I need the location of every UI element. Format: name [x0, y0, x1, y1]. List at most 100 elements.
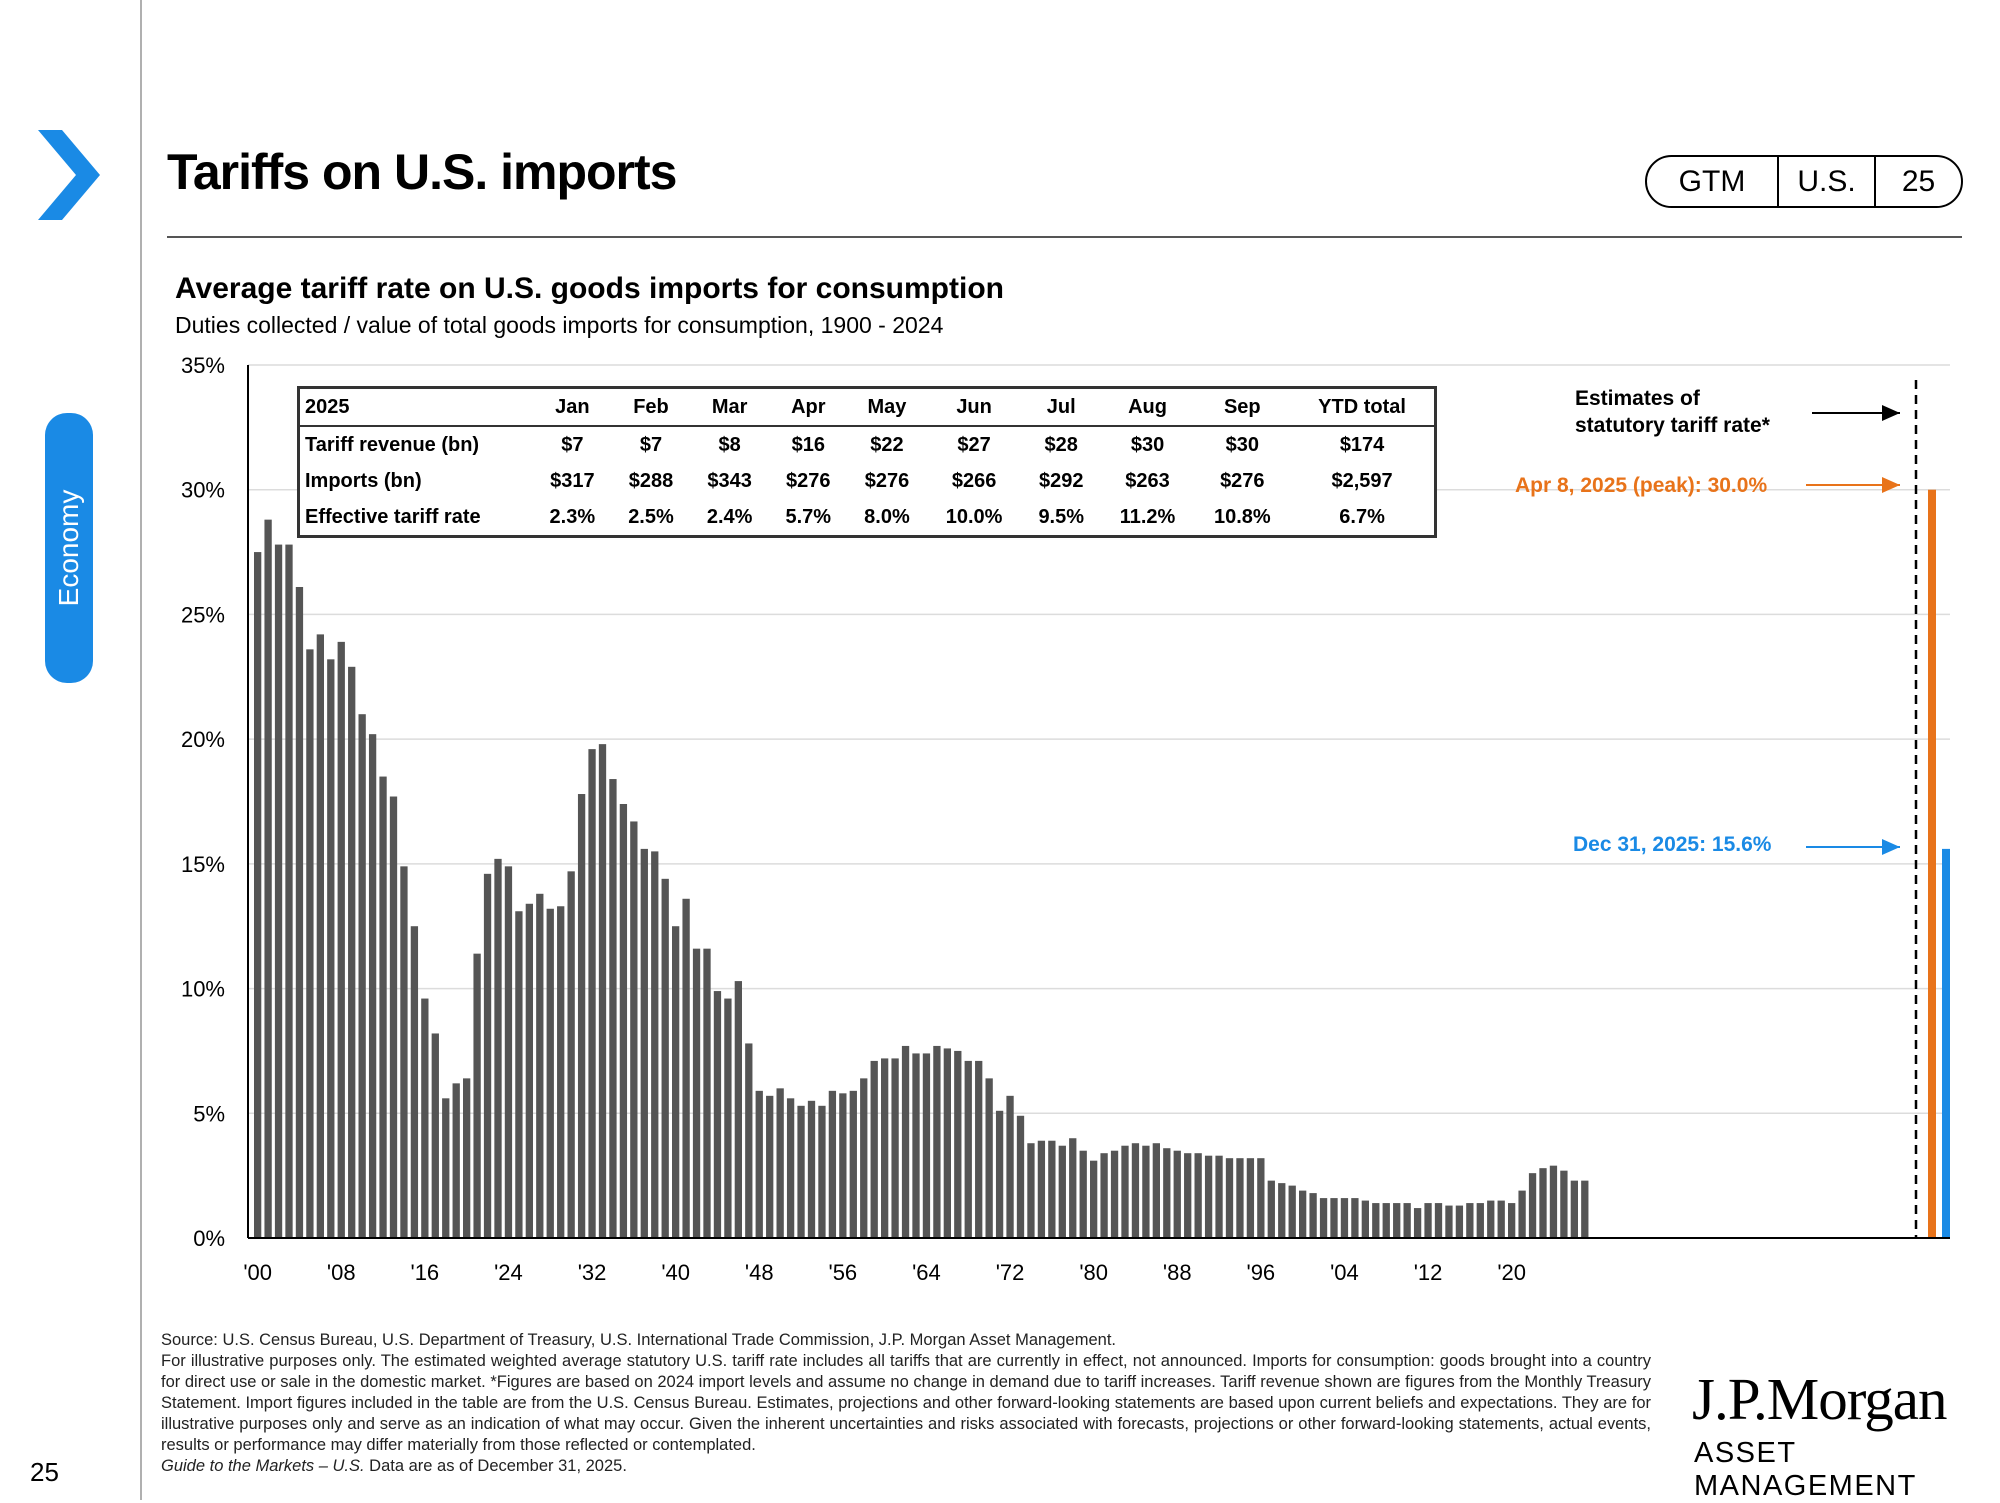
bar	[1497, 1200, 1505, 1238]
bar	[1299, 1190, 1307, 1238]
x-tick-label: '16	[411, 1260, 440, 1285]
estimates-label: Estimates of statutory tariff rate*	[1575, 385, 1770, 439]
bar	[536, 893, 544, 1238]
pill-gtm[interactable]: GTM	[1647, 157, 1779, 206]
bar	[1528, 1173, 1537, 1238]
bar	[473, 953, 481, 1238]
estimates-label-line1: Estimates of	[1575, 387, 1700, 410]
bar	[1445, 1205, 1453, 1238]
table-header-cell: Feb	[611, 387, 691, 427]
table-cell: $276	[786, 469, 831, 492]
bar	[797, 1105, 805, 1238]
bar	[1090, 1160, 1098, 1238]
table-cell: $8	[718, 433, 741, 456]
table-cell: $343	[707, 469, 752, 492]
table-cell: $292	[1038, 469, 1084, 492]
bar	[1278, 1183, 1286, 1238]
table-cell: $30	[1130, 433, 1165, 456]
chevron-right-icon	[38, 130, 100, 220]
bar	[1434, 1203, 1443, 1238]
table-header-cell: YTD total	[1290, 387, 1436, 427]
bar	[431, 1033, 439, 1238]
section-tab-economy[interactable]: Economy	[45, 413, 93, 683]
bar	[1288, 1185, 1296, 1238]
footnote-source: Source: U.S. Census Bureau, U.S. Departm…	[161, 1331, 1116, 1349]
table-cell: $2,597	[1331, 469, 1393, 492]
bar	[316, 634, 324, 1238]
bar	[1079, 1150, 1087, 1238]
bar	[337, 641, 345, 1238]
bar	[724, 998, 732, 1238]
x-tick-label: '96	[1247, 1260, 1276, 1285]
title-rule	[167, 236, 1962, 238]
pill-region[interactable]: U.S.	[1779, 157, 1876, 206]
table-cell: 8.0%	[864, 505, 910, 528]
x-tick-label: '40	[661, 1260, 690, 1285]
table-cell: $30	[1225, 433, 1259, 456]
bar	[452, 1083, 460, 1238]
bar	[348, 666, 356, 1238]
table-cell: $276	[864, 469, 910, 492]
bar	[807, 1100, 816, 1238]
bars	[254, 519, 1589, 1238]
bar	[463, 1078, 471, 1238]
bar	[1424, 1203, 1432, 1238]
bar	[1037, 1140, 1046, 1238]
bar	[1487, 1200, 1495, 1238]
table-cell: $174	[1339, 433, 1385, 456]
table-header-cell: Sep	[1194, 387, 1291, 427]
y-axis-ticks: 0% 5% 10% 15% 20% 25% 30% 35%	[181, 353, 225, 1251]
y-tick-label: 10%	[181, 977, 225, 1002]
bar	[828, 1090, 837, 1238]
bar	[870, 1060, 878, 1238]
bar	[1016, 1115, 1025, 1238]
table-cell: 6.7%	[1339, 505, 1385, 528]
footnote: Source: U.S. Census Bureau, U.S. Departm…	[161, 1330, 1651, 1477]
estimate-bars	[1928, 489, 1950, 1238]
table-cell: 11.2%	[1119, 505, 1176, 528]
table-cell: $276	[1220, 469, 1265, 492]
x-tick-label: '88	[1163, 1260, 1192, 1285]
table-cell: 10.8%	[1213, 505, 1271, 528]
bar	[985, 1078, 993, 1238]
bar	[881, 1058, 889, 1238]
tariff-2025-table: 2025 Jan Feb Mar Apr May Jun Jul Aug Sep…	[297, 386, 1437, 538]
table-header-cell: Jan	[533, 387, 612, 427]
bar	[1006, 1095, 1014, 1238]
bar	[1330, 1198, 1338, 1238]
bar	[672, 926, 680, 1238]
gtm-nav-pill: GTM U.S. 25	[1645, 155, 1963, 208]
x-tick-label: '32	[578, 1260, 607, 1285]
bar	[776, 1088, 784, 1238]
bar	[1351, 1198, 1359, 1238]
table-cell: 5.7%	[785, 505, 832, 528]
bar	[1215, 1155, 1223, 1238]
table-cell: $7	[639, 433, 663, 456]
x-tick-label: '48	[745, 1260, 774, 1285]
bar	[954, 1050, 962, 1238]
y-tick-label: 35%	[181, 353, 225, 378]
bar	[525, 903, 533, 1238]
table-cell: $263	[1125, 469, 1170, 492]
table-cell: 9.5%	[1038, 505, 1085, 528]
bar	[818, 1105, 826, 1238]
table-cell: $266	[951, 469, 997, 492]
bar	[651, 851, 659, 1238]
bar	[849, 1090, 857, 1238]
table-cell: 2.3%	[549, 505, 596, 528]
x-tick-label: '72	[996, 1260, 1025, 1285]
table-cell: 2.4%	[706, 505, 753, 528]
table-row-label: Tariff revenue (bn)	[305, 433, 480, 456]
bar	[285, 544, 293, 1238]
vertical-divider	[140, 0, 142, 1500]
bar	[1142, 1145, 1150, 1238]
bar	[358, 714, 366, 1238]
table-row-label: Imports (bn)	[305, 469, 422, 492]
bar	[713, 991, 722, 1238]
bar	[766, 1095, 774, 1238]
tariff-chart: 0% 5% 10% 15% 20% 25% 30% 35% '00 '08 '16 '24 '32 '4…	[181, 353, 1950, 1285]
bar	[1027, 1143, 1035, 1238]
bar	[588, 749, 596, 1238]
bar	[274, 544, 283, 1238]
footnote-asof: Guide to the Markets – U.S. Data are as …	[161, 1456, 1651, 1477]
